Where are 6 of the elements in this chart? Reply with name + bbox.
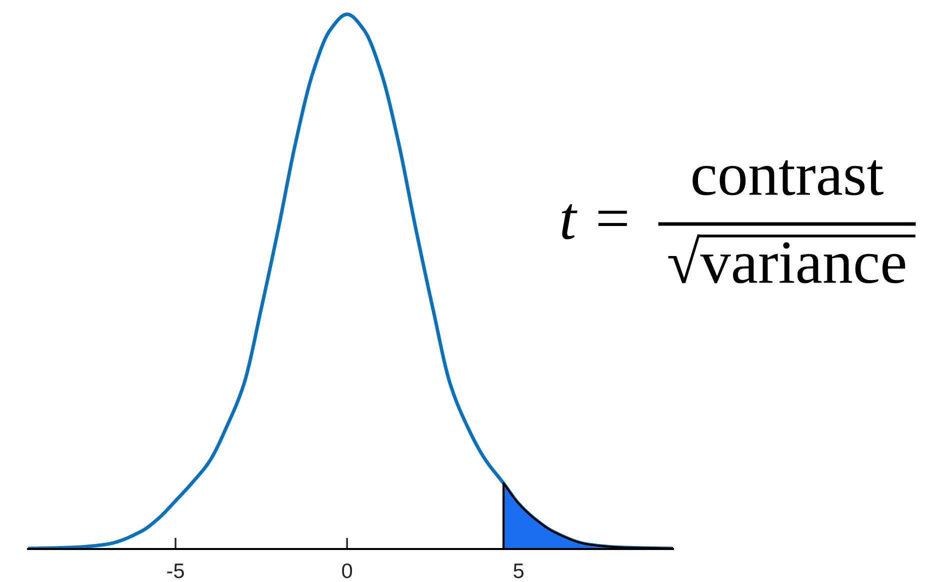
x-tick-label: 0: [342, 563, 352, 578]
x-tick-label: 5: [514, 564, 524, 578]
annotation: √variance: [668, 234, 906, 284]
text: contrast: [692, 160, 884, 196]
annotation: t =: [562, 204, 627, 240]
x-tick-label: -5: [167, 564, 184, 578]
